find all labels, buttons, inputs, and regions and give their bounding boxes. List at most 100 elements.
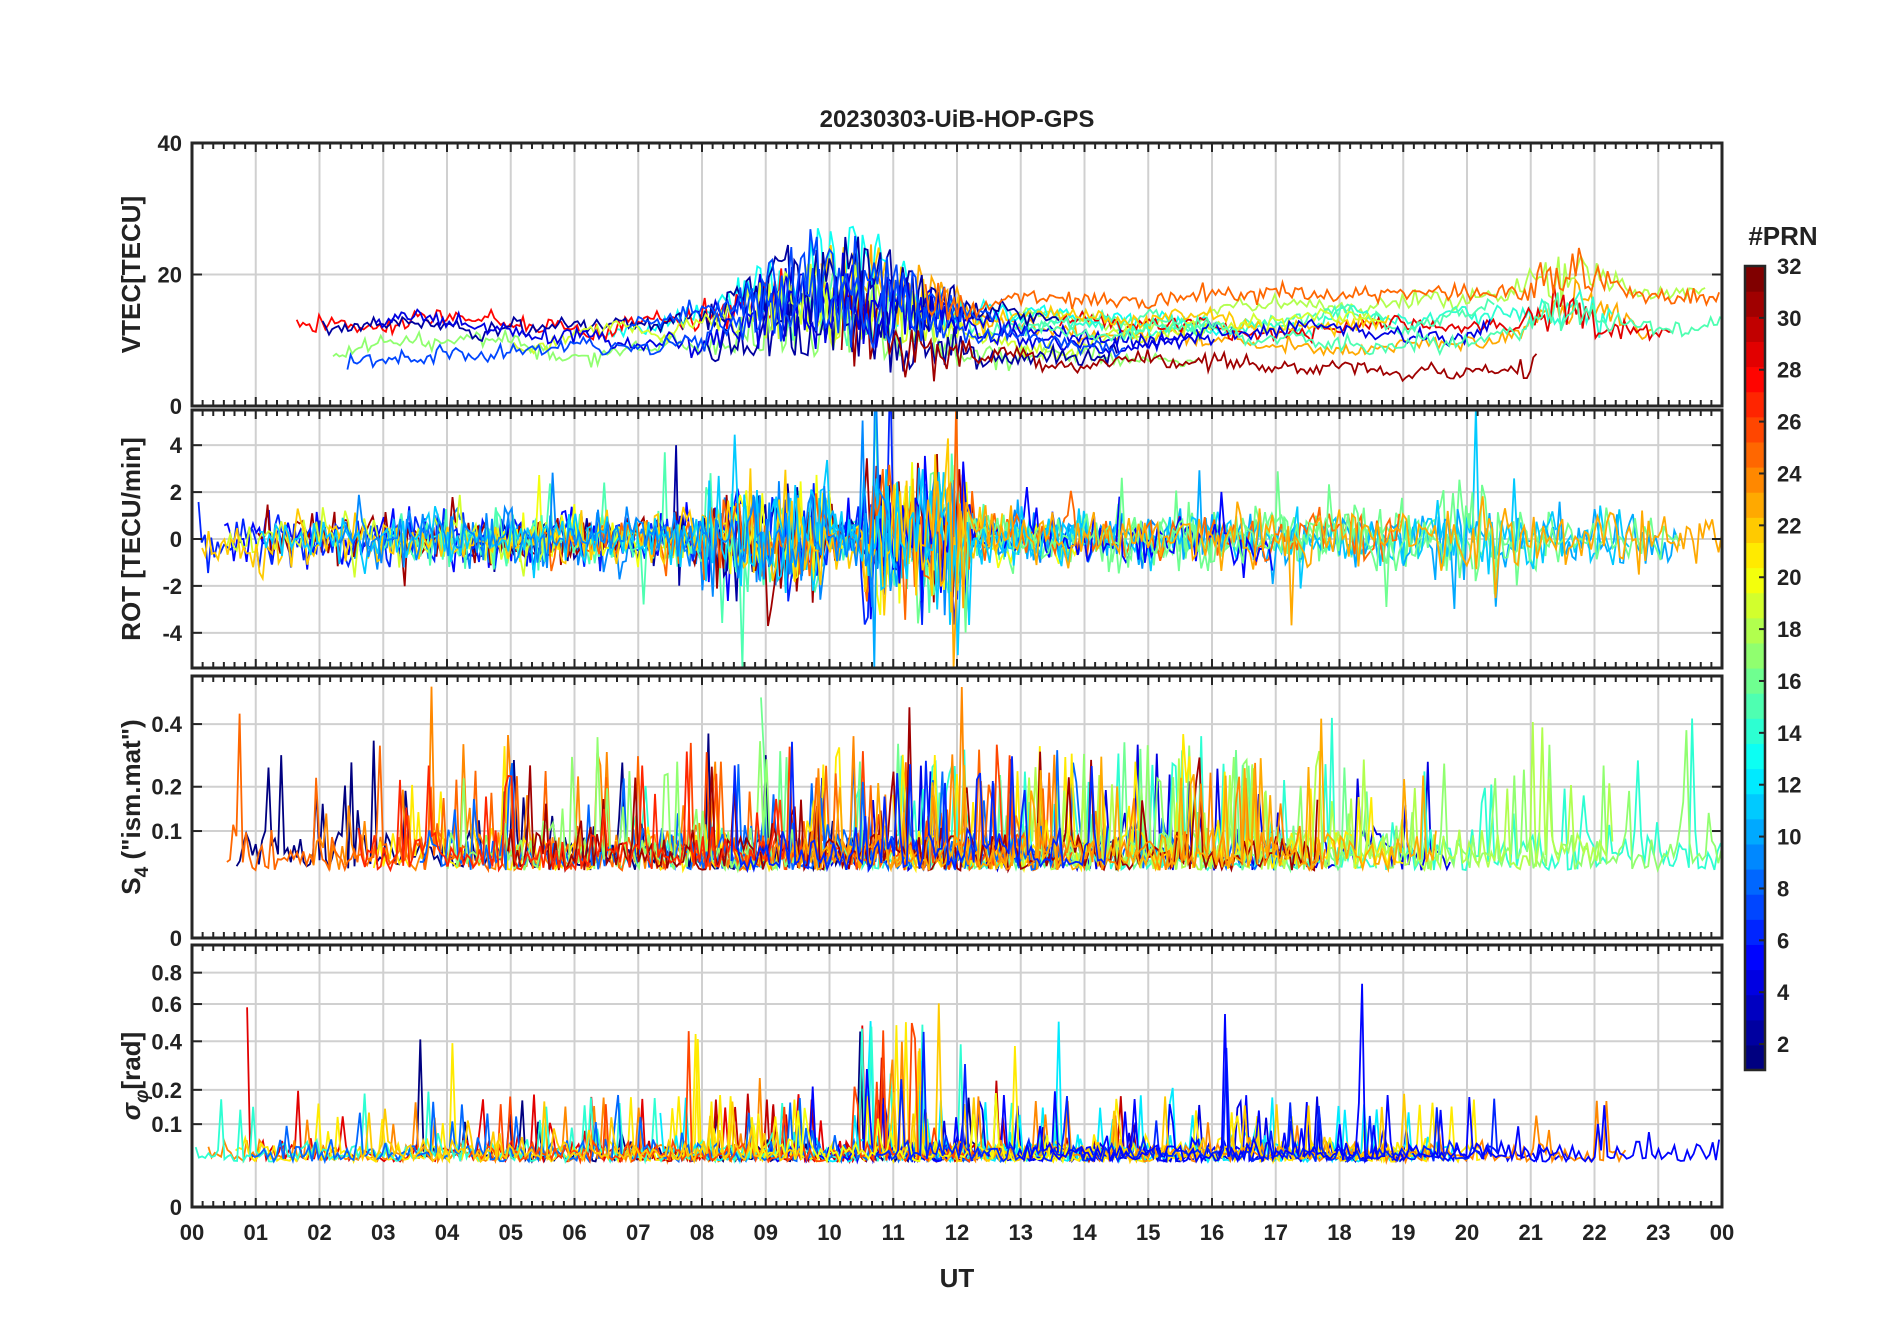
colorbar-segment (1745, 291, 1765, 317)
colorbar-segment (1745, 869, 1765, 895)
y-axis-label-rest: ("ism.mat") (116, 719, 146, 866)
x-axis-label: UT (940, 1263, 975, 1293)
colorbar-segment (1745, 266, 1765, 292)
x-tick-label: 11 (882, 1220, 905, 1245)
colorbar-tick-label: 24 (1777, 461, 1802, 486)
series-prn-4 (711, 252, 1491, 350)
panel-rot: -4 -2 0 2 4 ROT [TECU/min] (116, 408, 1724, 670)
x-tick-label: 18 (1327, 1220, 1351, 1245)
colorbar-tick-label: 6 (1777, 928, 1789, 953)
x-tick-label: 02 (307, 1220, 331, 1245)
series-prn-5 (767, 1068, 1572, 1165)
y-tick-label: 0 (170, 1195, 182, 1220)
series-prn-25 (924, 247, 1720, 323)
colorbar-segment (1745, 944, 1765, 971)
colorbar-tick-label: 12 (1777, 773, 1801, 798)
series-group (226, 686, 1722, 874)
x-tick-label: 23 (1646, 1220, 1670, 1245)
colorbar-segment (1745, 768, 1765, 795)
colorbar-tick-label: 10 (1777, 825, 1801, 850)
x-tick-label: 21 (1519, 1220, 1543, 1245)
series-prn-27 (357, 751, 787, 873)
colorbar-segment (1745, 567, 1765, 594)
y-tick-label: 0.1 (151, 1112, 182, 1137)
colorbar-segment (1745, 919, 1765, 945)
colorbar-segment (1745, 642, 1765, 669)
y-axis-label-main: σ (116, 1101, 146, 1120)
series-prn-7 (346, 267, 1126, 370)
x-tick-label: 13 (1009, 1220, 1033, 1245)
x-tick-label: 05 (499, 1220, 523, 1245)
colorbar-segment (1745, 994, 1765, 1021)
series-prn-15 (776, 262, 1495, 347)
colorbar-tick-label: 32 (1777, 254, 1801, 279)
colorbar-tick-label: 30 (1777, 306, 1801, 331)
y-axis-label-main: S (116, 877, 146, 894)
colorbar-segment (1745, 718, 1765, 744)
colorbar-segment (1745, 743, 1765, 770)
x-tick-label: 10 (817, 1220, 841, 1245)
colorbar-segment (1745, 793, 1765, 820)
series-prn-29 (1059, 284, 1673, 345)
colorbar-segment (1745, 542, 1765, 569)
x-tick-label: 01 (244, 1220, 268, 1245)
x-tick-label: 03 (371, 1220, 395, 1245)
series-prn-22 (201, 438, 1004, 616)
colorbar-segment (1745, 894, 1765, 920)
y-axis-label: ROT [TECU/min] (116, 437, 146, 641)
y-axis-label-sub: φ (132, 1090, 153, 1103)
colorbar-tick-label: 16 (1777, 669, 1801, 694)
series-prn-24 (766, 686, 1327, 873)
y-axis-label: S4 ("ism.mat") (116, 719, 153, 894)
colorbar-label: #PRN (1748, 221, 1817, 251)
y-tick-label: 0.4 (151, 1029, 182, 1054)
y-axis-label: VTEC[TECU] (116, 196, 146, 353)
colorbar-segment (1745, 1044, 1765, 1071)
colorbar-segment (1745, 1019, 1765, 1046)
panel-sigma: 0 0.1 0.2 0.4 0.6 0.8 σφ[rad] (116, 943, 1724, 1220)
y-tick-label: 0.2 (151, 775, 182, 800)
colorbar-segment (1745, 416, 1765, 443)
colorbar-segment (1745, 843, 1765, 870)
colorbar-segment (1745, 492, 1765, 518)
series-prn-23 (921, 480, 1722, 668)
series-group (197, 410, 1722, 668)
colorbar-segment (1745, 617, 1765, 644)
y-tick-label: 0 (170, 527, 182, 552)
colorbar-tick-label: 14 (1777, 721, 1802, 746)
colorbar-tick-label: 4 (1777, 980, 1790, 1005)
y-tick-label: 40 (158, 131, 182, 156)
x-tick-label: 06 (562, 1220, 586, 1245)
x-tick-label: 14 (1072, 1220, 1097, 1245)
series-prn-11 (259, 434, 1086, 656)
x-axis: 00 01 02 03 04 05 06 07 08 09 10 11 12 13 14 15 16 17 18 19… (180, 1220, 1734, 1245)
x-tick-label: 07 (626, 1220, 650, 1245)
series-prn-15 (1024, 292, 1722, 357)
series-group (295, 225, 1722, 383)
x-tick-label: 12 (945, 1220, 969, 1245)
chart-title: 20230303-UiB-HOP-GPS (820, 106, 1095, 133)
colorbar-tick-label: 20 (1777, 565, 1801, 590)
y-tick-label: 0.8 (151, 961, 182, 986)
y-tick-label: 0.4 (151, 712, 182, 737)
colorbar-segment (1745, 341, 1765, 368)
y-tick-label: -4 (162, 621, 182, 646)
colorbar-segment (1745, 592, 1765, 619)
colorbar-tick-label: 18 (1777, 617, 1801, 642)
x-tick-label: 00 (1710, 1220, 1734, 1245)
y-axis-label: σφ[rad] (116, 1032, 153, 1120)
series-prn-5 (1017, 983, 1720, 1164)
x-tick-label: 17 (1264, 1220, 1288, 1245)
colorbar-segment (1745, 693, 1765, 719)
y-tick-label: 0 (170, 926, 182, 951)
colorbar-frame (1743, 264, 1767, 1072)
colorbar-segment (1745, 668, 1765, 694)
colorbar-tick-label: 8 (1777, 876, 1789, 901)
y-tick-label: 20 (158, 263, 182, 288)
colorbar-tick-label: 26 (1777, 410, 1801, 435)
series-prn-19 (510, 263, 847, 355)
y-tick-label: 0.2 (151, 1078, 182, 1103)
panel-s4: 00.10.20.4S4 ("ism.mat") (116, 674, 1724, 951)
